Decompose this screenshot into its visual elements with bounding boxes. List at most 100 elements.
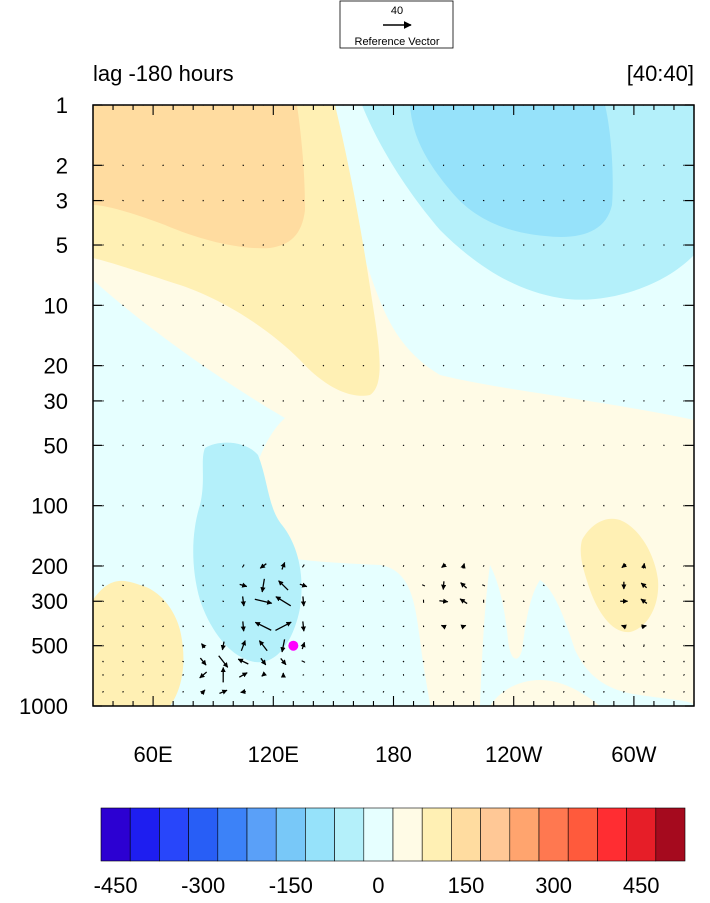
wind-vector xyxy=(684,691,685,692)
wind-vector xyxy=(663,585,664,586)
wind-vector xyxy=(183,645,184,646)
wind-vector xyxy=(503,626,504,627)
colorbar-swatch xyxy=(627,808,656,861)
wind-vector xyxy=(423,661,424,662)
chart-title-left: lag -180 hours xyxy=(93,61,234,86)
y-tick-label: 200 xyxy=(31,554,68,579)
wind-vector xyxy=(644,645,645,647)
wind-vector xyxy=(503,566,504,567)
wind-vector xyxy=(503,365,504,366)
wind-vector xyxy=(563,305,564,306)
wind-vector xyxy=(483,505,484,506)
colorbar-swatch xyxy=(305,808,334,861)
wind-vector xyxy=(663,565,664,566)
chart-title-right: [40:40] xyxy=(627,61,694,86)
reference-vector-magnitude: 40 xyxy=(391,5,403,17)
wind-vector xyxy=(683,566,684,567)
wind-vector xyxy=(143,365,144,366)
wind-vector xyxy=(123,645,124,646)
wind-vector xyxy=(543,661,544,662)
wind-vector xyxy=(603,585,604,586)
wind-vector xyxy=(343,626,344,627)
wind-vector xyxy=(103,565,104,566)
wind-vector xyxy=(483,401,484,402)
wind-vector xyxy=(223,565,224,566)
wind-vector xyxy=(443,691,444,692)
wind-vector xyxy=(123,565,124,566)
wind-vector xyxy=(162,601,163,602)
x-tick-label: 120W xyxy=(485,742,543,767)
wind-vector xyxy=(503,305,504,306)
wind-vector xyxy=(543,401,544,402)
wind-vector xyxy=(223,626,224,627)
wind-vector xyxy=(543,445,544,446)
wind-vector xyxy=(223,505,224,506)
wind-vector xyxy=(102,601,103,602)
wind-vector xyxy=(183,565,184,566)
wind-vector xyxy=(403,626,404,627)
colorbar-tick-label: -450 xyxy=(94,873,138,898)
wind-vector xyxy=(303,401,304,402)
wind-vector xyxy=(163,661,164,662)
wind-vector xyxy=(343,585,344,586)
y-tick-label: 500 xyxy=(31,634,68,659)
wind-vector xyxy=(664,505,665,506)
wind-vector xyxy=(403,585,404,586)
wind-vector xyxy=(563,691,564,692)
wind-vector xyxy=(503,401,504,402)
colorbar-swatch xyxy=(568,808,597,861)
wind-vector xyxy=(503,645,504,646)
wind-vector xyxy=(103,585,104,586)
wind-vector xyxy=(183,165,184,166)
wind-vector xyxy=(102,200,103,201)
x-tick-label: 180 xyxy=(375,742,412,767)
colorbar-swatch xyxy=(481,808,510,861)
wind-vector xyxy=(503,661,504,662)
wind-vector xyxy=(243,401,244,402)
wind-vector xyxy=(163,565,164,566)
wind-vector xyxy=(323,645,324,646)
wind-vector xyxy=(603,401,604,402)
wind-vector xyxy=(183,200,184,201)
colorbar-swatch xyxy=(597,808,626,861)
wind-vector xyxy=(163,585,164,586)
wind-vector xyxy=(102,626,103,627)
wind-vector xyxy=(103,505,104,506)
colorbar-swatch xyxy=(247,808,276,861)
y-tick-label: 3 xyxy=(56,189,68,214)
wind-vector xyxy=(663,400,664,401)
wind-vector xyxy=(663,365,664,366)
wind-vector xyxy=(423,445,424,446)
wind-vector xyxy=(263,400,264,401)
wind-vector xyxy=(263,691,264,692)
colorbar-swatch xyxy=(393,808,422,861)
wind-vector xyxy=(423,675,424,676)
wind-vector xyxy=(142,566,143,567)
wind-vector xyxy=(203,400,204,401)
wind-vector xyxy=(403,601,404,602)
wind-vector xyxy=(283,505,284,506)
wind-vector xyxy=(503,674,504,675)
wind-vector xyxy=(443,365,444,366)
wind-vector xyxy=(663,661,664,662)
wind-vector xyxy=(162,692,163,693)
wind-vector xyxy=(123,445,124,446)
colorbar-tick-label: 450 xyxy=(623,873,660,898)
wind-vector xyxy=(583,601,584,602)
wind-vector xyxy=(283,692,284,693)
wind-vector xyxy=(603,565,604,566)
wind-vector xyxy=(122,661,123,662)
wind-vector xyxy=(183,675,184,676)
wind-vector xyxy=(323,691,324,692)
wind-vector xyxy=(363,445,364,446)
wind-vector xyxy=(523,505,524,506)
wind-vector xyxy=(623,401,624,402)
wind-vector xyxy=(263,505,264,506)
wind-vector xyxy=(523,661,524,662)
wind-vector xyxy=(263,365,264,366)
wind-vector xyxy=(183,445,184,446)
wind-vector xyxy=(563,365,564,366)
wind-vector xyxy=(363,401,364,402)
